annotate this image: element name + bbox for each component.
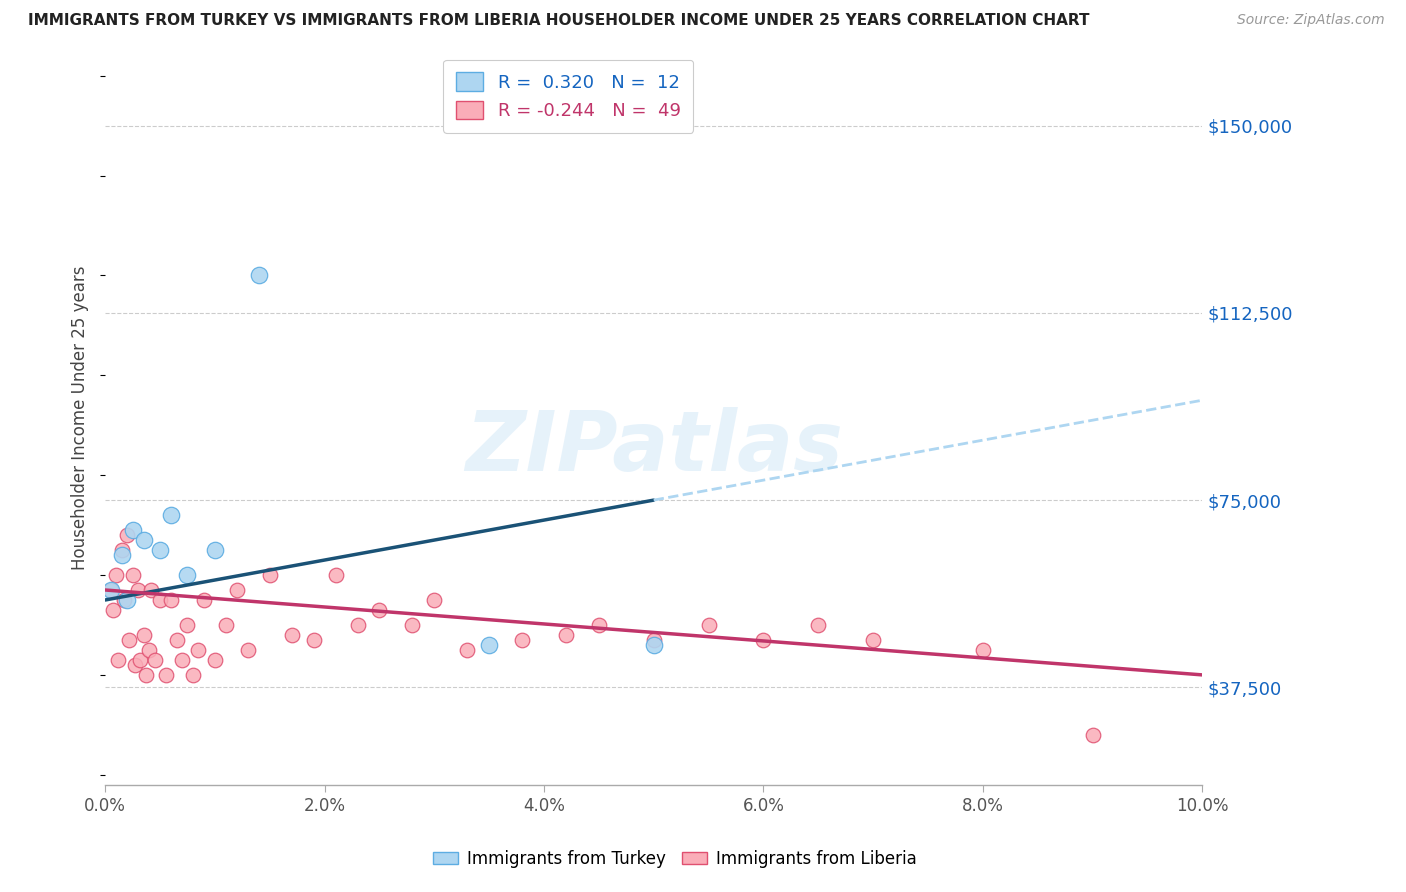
Point [107, 653, 129, 667]
Text: Source: ZipAtlas.com: Source: ZipAtlas.com [1237, 13, 1385, 28]
Point [111, 543, 134, 558]
Point [259, 568, 281, 582]
Point [807, 618, 830, 632]
Point [325, 568, 347, 582]
Point [100, 582, 122, 597]
Point [138, 643, 160, 657]
Y-axis label: Householder Income Under 25 years: Householder Income Under 25 years [72, 266, 89, 570]
Point [166, 632, 188, 647]
Point [129, 653, 152, 667]
Text: ZIPatlas: ZIPatlas [465, 407, 842, 488]
Point [176, 618, 198, 632]
Point [115, 528, 138, 542]
Point [143, 653, 166, 667]
Point [176, 568, 198, 582]
Point [215, 618, 238, 632]
Point [401, 618, 423, 632]
Point [302, 632, 325, 647]
Point [643, 638, 665, 652]
Point [170, 653, 193, 667]
Point [368, 603, 391, 617]
Text: IMMIGRANTS FROM TURKEY VS IMMIGRANTS FROM LIBERIA HOUSEHOLDER INCOME UNDER 25 YE: IMMIGRANTS FROM TURKEY VS IMMIGRANTS FRO… [28, 13, 1090, 29]
Point [236, 643, 259, 657]
Point [105, 568, 128, 582]
Point [862, 632, 884, 647]
Point [280, 628, 302, 642]
Point [225, 582, 247, 597]
Point [101, 603, 124, 617]
Point [115, 593, 138, 607]
Point [121, 568, 143, 582]
Point [972, 643, 994, 657]
Point [752, 632, 775, 647]
Point [118, 632, 141, 647]
Point [204, 543, 226, 558]
Point [588, 618, 610, 632]
Point [127, 582, 149, 597]
Point [697, 618, 720, 632]
Point [149, 543, 172, 558]
Point [510, 632, 533, 647]
Point [100, 582, 122, 597]
Point [149, 593, 172, 607]
Point [160, 593, 183, 607]
Point [132, 533, 155, 547]
Point [111, 548, 134, 562]
Point [121, 523, 143, 537]
Point [247, 268, 270, 283]
Point [643, 632, 665, 647]
Point [160, 508, 183, 522]
Point [124, 657, 146, 672]
Point [112, 593, 135, 607]
Point [193, 593, 215, 607]
Point [181, 668, 204, 682]
Point [478, 638, 501, 652]
Point [204, 653, 226, 667]
Legend: Immigrants from Turkey, Immigrants from Liberia: Immigrants from Turkey, Immigrants from … [427, 844, 922, 875]
Point [555, 628, 578, 642]
Legend: R =  0.320   N =  12, R = -0.244   N =  49: R = 0.320 N = 12, R = -0.244 N = 49 [443, 60, 693, 133]
Point [423, 593, 446, 607]
Point [155, 668, 177, 682]
Point [456, 643, 478, 657]
Point [132, 628, 155, 642]
Point [135, 668, 157, 682]
Point [141, 582, 163, 597]
Point [346, 618, 368, 632]
Point [1081, 728, 1104, 742]
Point [187, 643, 209, 657]
